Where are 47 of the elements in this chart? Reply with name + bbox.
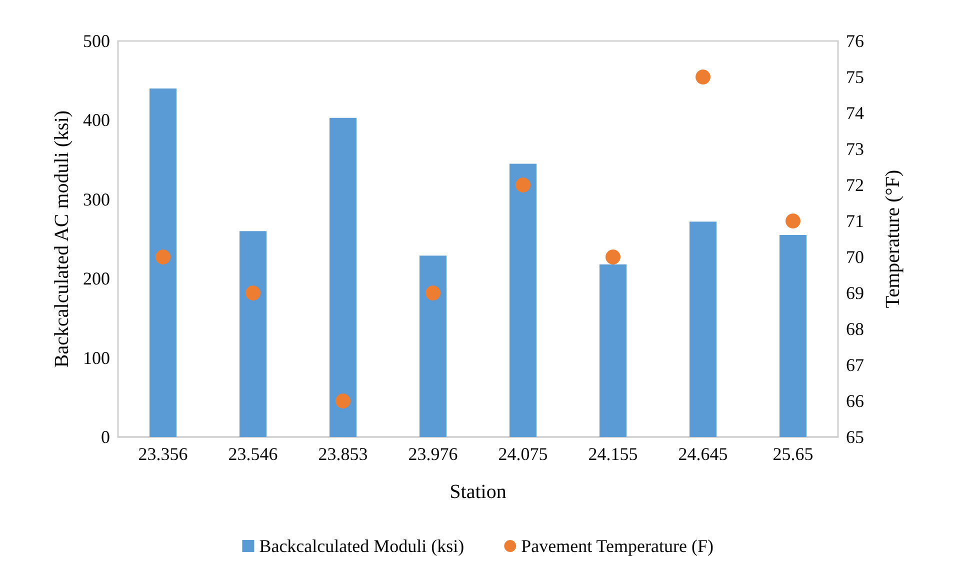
point — [516, 178, 530, 192]
y2-tick-label: 76 — [846, 31, 864, 51]
y-axis-title: Backcalculated AC moduli (ksi) — [51, 110, 74, 368]
point — [786, 214, 800, 228]
bar — [600, 264, 626, 437]
x-axis-title: Station — [450, 481, 506, 503]
bar — [690, 222, 716, 437]
point — [336, 394, 350, 408]
y2-tick-label: 72 — [846, 175, 864, 195]
y2-tick-label: 68 — [846, 319, 864, 339]
y2-tick-label: 70 — [846, 247, 864, 267]
y-tick-label: 0 — [101, 427, 110, 447]
x-tick-label: 25.65 — [772, 444, 814, 464]
x-tick-label: 23.546 — [228, 444, 278, 464]
x-tick-label: 23.853 — [318, 444, 368, 464]
y2-tick-label: 75 — [846, 67, 864, 87]
x-tick-label: 24.155 — [588, 444, 638, 464]
y-tick-label: 300 — [83, 189, 110, 210]
y2-axis-title: Temperature (°F) — [882, 170, 904, 308]
y-tick-label: 400 — [83, 110, 110, 130]
bar — [420, 256, 446, 437]
legend-label: Pavement Temperature (F) — [521, 536, 714, 556]
y-tick-label: 500 — [83, 31, 110, 51]
point — [606, 250, 620, 264]
point — [246, 286, 260, 300]
bar — [780, 235, 806, 437]
x-tick-label: 24.075 — [498, 444, 548, 464]
y2-tick-label: 71 — [846, 211, 864, 231]
point — [156, 250, 170, 264]
x-tick-label: 24.645 — [678, 444, 728, 464]
y2-tick-label: 67 — [846, 355, 864, 375]
x-tick-label: 23.356 — [138, 444, 188, 464]
point — [696, 70, 710, 84]
y-tick-label: 200 — [83, 268, 110, 289]
y2-tick-label: 65 — [846, 427, 864, 447]
bar — [240, 231, 266, 437]
y2-tick-label: 74 — [846, 103, 864, 123]
bar — [150, 88, 176, 437]
bar — [510, 164, 536, 437]
y2-tick-label: 66 — [846, 391, 864, 411]
x-tick-label: 23.976 — [408, 444, 458, 464]
bar — [330, 118, 356, 437]
point — [426, 286, 440, 300]
y2-tick-label: 73 — [846, 139, 864, 159]
y-tick-label: 100 — [83, 348, 110, 368]
legend-label: Backcalculated Moduli (ksi) — [259, 536, 464, 556]
y2-tick-label: 69 — [846, 283, 864, 303]
